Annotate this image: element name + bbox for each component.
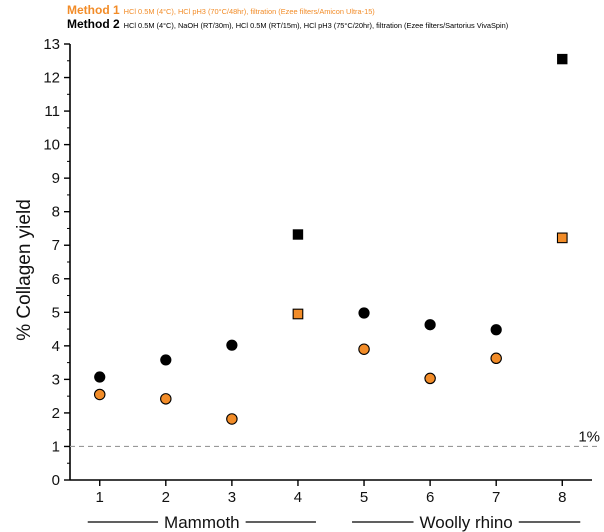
method-2-point bbox=[94, 371, 106, 383]
legend-series-description: HCl 0.5M (4°C), NaOH (RT/30m), HCl 0.5M … bbox=[124, 21, 509, 30]
legend-series-description: HCl 0.5M (4°C), HCl pH3 (70°C/48hr), fil… bbox=[124, 7, 375, 16]
reference-line: 1% bbox=[70, 428, 600, 448]
method-2-point bbox=[424, 319, 436, 331]
method-2-point bbox=[292, 229, 304, 240]
x-tick-label: 7 bbox=[492, 489, 500, 506]
method-2-point bbox=[557, 53, 568, 65]
group-label-text: Woolly rhino bbox=[420, 513, 513, 532]
y-tick-label: 8 bbox=[52, 204, 60, 221]
legend-series-name: Method 2 bbox=[67, 17, 120, 31]
y-tick-label: 6 bbox=[52, 271, 60, 288]
method-2-point bbox=[160, 354, 172, 366]
y-tick-label: 2 bbox=[52, 405, 60, 422]
y-tick-label: 11 bbox=[44, 103, 60, 120]
y-tick-label: 0 bbox=[52, 472, 60, 489]
method-1-point bbox=[490, 352, 502, 365]
method-2-point bbox=[226, 339, 238, 351]
legend-entry: Method 2 HCl 0.5M (4°C), NaOH (RT/30m), H… bbox=[67, 17, 508, 31]
method-2-point bbox=[490, 324, 502, 336]
y-tick-label: 13 bbox=[43, 36, 60, 53]
method-1-point bbox=[424, 372, 436, 385]
legend-entry: Method 1 HCl 0.5M (4°C), HCl pH3 (70°C/48… bbox=[67, 3, 375, 17]
data-marks bbox=[93, 53, 568, 425]
method-1-point bbox=[93, 388, 106, 401]
method-2-point bbox=[358, 307, 370, 319]
method-1-point bbox=[226, 413, 238, 425]
legend: Method 1 HCl 0.5M (4°C), HCl pH3 (70°C/48… bbox=[67, 3, 508, 31]
one-percent-label: 1% bbox=[578, 428, 600, 445]
x-tick-label: 8 bbox=[558, 489, 566, 506]
group-label-text: Mammoth bbox=[164, 513, 240, 532]
y-tick-label: 10 bbox=[43, 137, 60, 154]
x-tick-label: 6 bbox=[426, 489, 434, 506]
y-tick-label: 12 bbox=[43, 70, 60, 87]
x-tick-label: 5 bbox=[360, 489, 368, 506]
y-tick-label: 5 bbox=[52, 304, 60, 321]
legend-series-name: Method 1 bbox=[67, 3, 120, 17]
x-tick-label: 4 bbox=[294, 489, 302, 506]
y-tick-label: 4 bbox=[52, 338, 60, 355]
y-axis-label: % Collagen yield bbox=[14, 199, 35, 341]
group-labels: Mammoth Woolly rhino bbox=[87, 513, 581, 532]
x-tick-label: 2 bbox=[162, 489, 170, 506]
x-tick-label: 1 bbox=[96, 489, 104, 506]
y-tick-label: 1 bbox=[52, 438, 60, 455]
method-1-point bbox=[160, 393, 172, 405]
y-tick-label: 3 bbox=[52, 371, 60, 388]
y-tick-label: 9 bbox=[52, 170, 60, 187]
x-tick-label: 3 bbox=[228, 489, 236, 506]
method-1-point bbox=[292, 308, 304, 320]
y-tick-label: 7 bbox=[52, 237, 60, 254]
method-1-point bbox=[556, 232, 568, 244]
method-1-point bbox=[358, 343, 370, 355]
